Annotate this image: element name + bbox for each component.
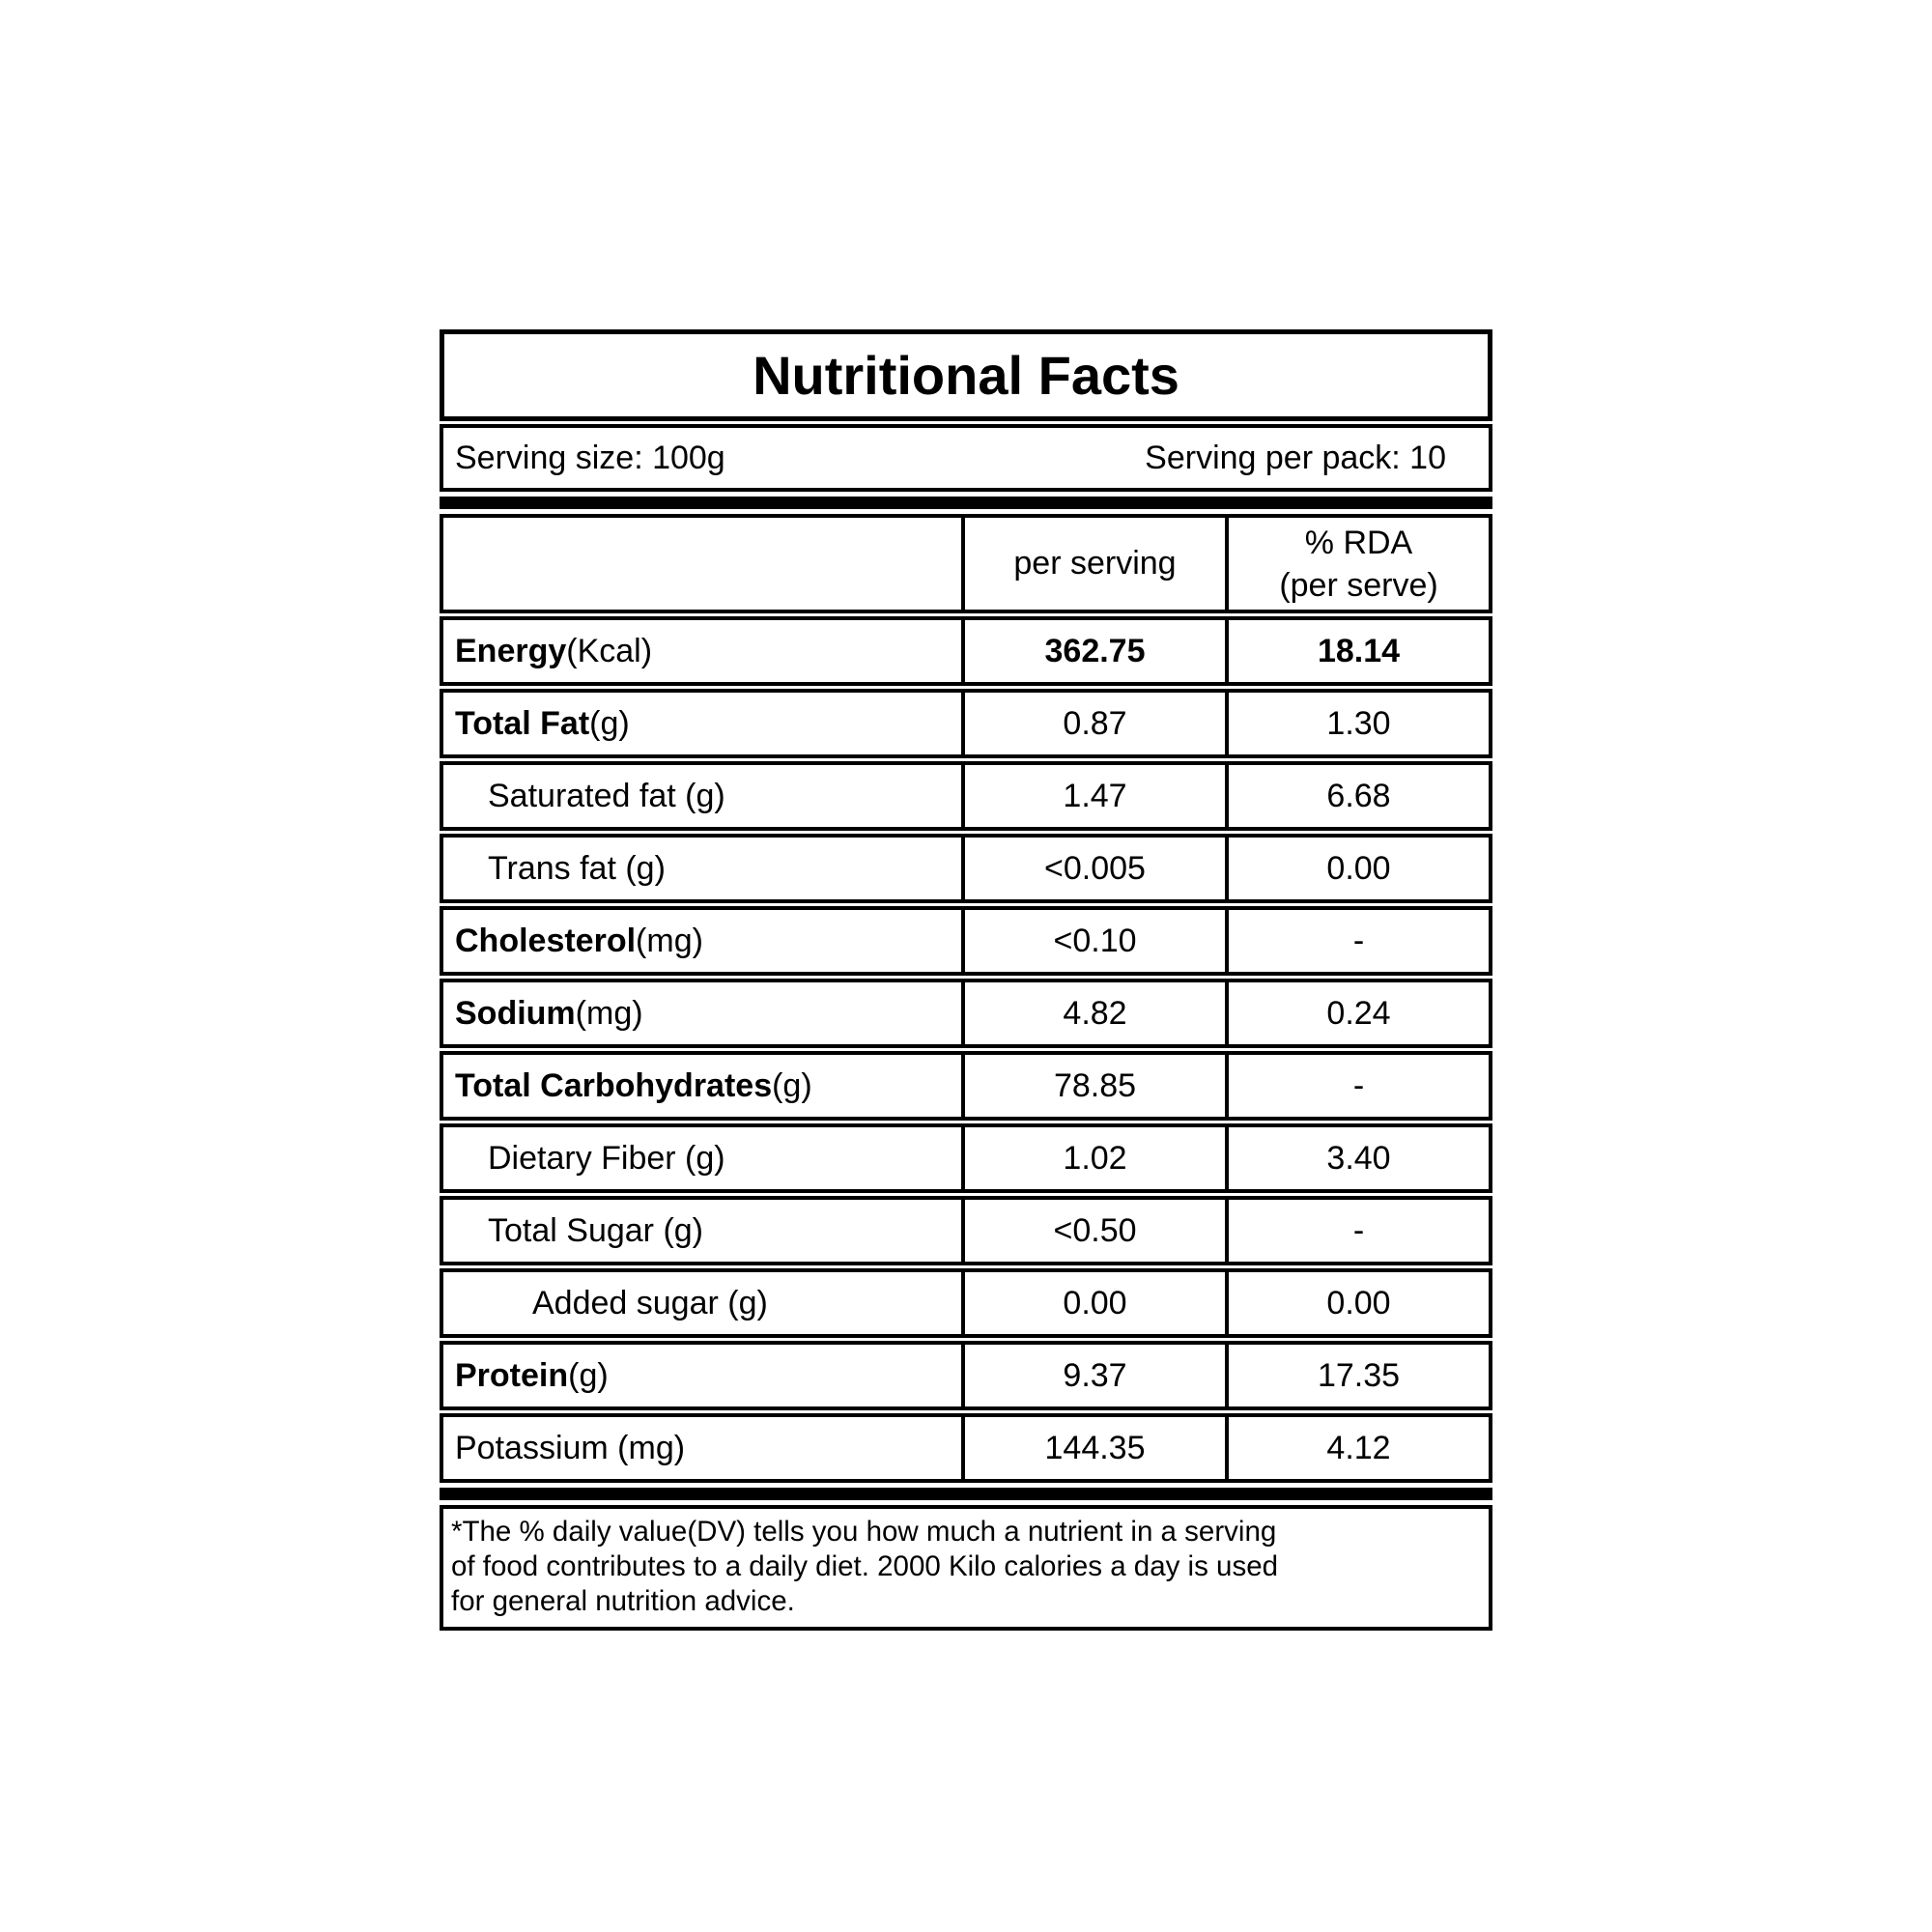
footnote-line-3: for general nutrition advice. — [451, 1585, 795, 1617]
serving-per-pack-text: Serving per pack: 10 — [1145, 439, 1446, 476]
nutrient-row: Potassium (mg) 144.35 4.12 — [440, 1413, 1492, 1483]
nutrient-name-cell: Energy (Kcal) — [440, 616, 965, 686]
per-serving-value: 1.47 — [961, 761, 1229, 831]
per-serving-value: 362.75 — [961, 616, 1229, 686]
per-serving-value: 144.35 — [961, 1413, 1229, 1483]
per-serving-value: <0.10 — [961, 906, 1229, 976]
nutrient-name-unit: Total Sugar (g) — [488, 1211, 703, 1249]
nutrient-row: Added sugar (g) 0.00 0.00 — [440, 1268, 1492, 1338]
rda-value: - — [1225, 1196, 1492, 1265]
nutrient-name-bold: Total Carbohydrates — [455, 1066, 773, 1104]
nutrient-name-cell: Trans fat (g) — [440, 834, 965, 903]
divider-bar-bottom — [440, 1488, 1492, 1500]
header-per-serving-cell: per serving — [961, 514, 1229, 613]
label-title: Nutritional Facts — [753, 345, 1179, 406]
nutrient-name-cell: Potassium (mg) — [440, 1413, 965, 1483]
table-header-row: per serving % RDA (per serve) — [440, 514, 1492, 613]
label-title-box: Nutritional Facts — [440, 329, 1492, 421]
nutrient-name-cell: Dietary Fiber (g) — [440, 1123, 965, 1193]
per-serving-value: <0.50 — [961, 1196, 1229, 1265]
rda-value: 18.14 — [1225, 616, 1492, 686]
rda-value: 0.24 — [1225, 979, 1492, 1048]
nutrient-name-cell: Total Fat (g) — [440, 689, 965, 758]
nutrition-facts-label: Nutritional Facts Serving size: 100g Ser… — [440, 329, 1492, 1631]
nutrient-name-unit: Potassium (mg) — [455, 1429, 686, 1466]
footnote-line-2: of food contributes to a daily diet. 200… — [451, 1550, 1279, 1582]
nutrient-name-cell: Sodium (mg) — [440, 979, 965, 1048]
nutrient-row: Sodium (mg) 4.82 0.24 — [440, 979, 1492, 1048]
serving-info-row: Serving size: 100g Serving per pack: 10 — [440, 424, 1492, 492]
per-serving-value: 1.02 — [961, 1123, 1229, 1193]
serving-size-text: Serving size: 100g — [455, 439, 725, 476]
nutrient-name-cell: Saturated fat (g) — [440, 761, 965, 831]
nutrient-row: Protein (g) 9.37 17.35 — [440, 1341, 1492, 1410]
nutrient-name-unit: (g) — [772, 1066, 812, 1104]
header-nutrient-cell — [440, 514, 965, 613]
nutrient-name-unit: Saturated fat (g) — [488, 777, 725, 814]
nutrient-name-cell: Protein (g) — [440, 1341, 965, 1410]
nutrient-name-cell: Total Sugar (g) — [440, 1196, 965, 1265]
rda-value: 4.12 — [1225, 1413, 1492, 1483]
per-serving-value: 4.82 — [961, 979, 1229, 1048]
per-serving-value: 0.00 — [961, 1268, 1229, 1338]
rda-value: 0.00 — [1225, 1268, 1492, 1338]
rda-value: 6.68 — [1225, 761, 1492, 831]
nutrient-name-bold: Cholesterol — [455, 922, 637, 959]
header-rda-cell: % RDA (per serve) — [1225, 514, 1492, 613]
nutrient-row: Saturated fat (g) 1.47 6.68 — [440, 761, 1492, 831]
rda-value: - — [1225, 1051, 1492, 1121]
divider-bar-top — [440, 497, 1492, 509]
nutrient-name-unit: (mg) — [575, 994, 643, 1032]
nutrient-name-unit: (g) — [568, 1356, 609, 1394]
nutrient-row: Total Carbohydrates (g) 78.85- — [440, 1051, 1492, 1121]
per-serving-value: 78.85 — [961, 1051, 1229, 1121]
per-serving-value: <0.005 — [961, 834, 1229, 903]
nutrient-name-unit: Dietary Fiber (g) — [488, 1139, 725, 1177]
nutrient-name-unit: (mg) — [636, 922, 703, 959]
nutrient-name-cell: Cholesterol (mg) — [440, 906, 965, 976]
nutrient-rows: Energy (Kcal) 362.75 18.14 Total Fat (g) 0.8… — [440, 616, 1492, 1483]
per-serving-value: 9.37 — [961, 1341, 1229, 1410]
header-rda-line2: (per serve) — [1279, 566, 1438, 604]
nutrient-row: Dietary Fiber (g) 1.02 3.40 — [440, 1123, 1492, 1193]
rda-value: 1.30 — [1225, 689, 1492, 758]
header-rda-line1: % RDA — [1304, 524, 1413, 561]
footnote-line-1: *The % daily value(DV) tells you how muc… — [451, 1516, 1277, 1548]
rda-value: - — [1225, 906, 1492, 976]
nutrient-name-bold: Protein — [455, 1356, 569, 1394]
nutrient-name-bold: Total Fat — [455, 704, 590, 742]
nutrient-row: Trans fat (g) <0.005 0.00 — [440, 834, 1492, 903]
nutrient-name-unit: Trans fat (g) — [488, 849, 666, 887]
nutrient-name-unit: (Kcal) — [566, 632, 653, 669]
nutrient-row: Energy (Kcal) 362.75 18.14 — [440, 616, 1492, 686]
nutrient-name-unit: Added sugar (g) — [532, 1284, 768, 1321]
nutrient-row: Total Fat (g) 0.87 1.30 — [440, 689, 1492, 758]
nutrient-name-bold: Energy — [455, 632, 567, 669]
rda-value: 3.40 — [1225, 1123, 1492, 1193]
nutrient-name-bold: Sodium — [455, 994, 576, 1032]
nutrient-name-cell: Added sugar (g) — [440, 1268, 965, 1338]
nutrient-name-unit: (g) — [589, 704, 630, 742]
nutrient-name-cell: Total Carbohydrates (g) — [440, 1051, 965, 1121]
nutrient-row: Total Sugar (g) <0.50- — [440, 1196, 1492, 1265]
rda-value: 0.00 — [1225, 834, 1492, 903]
footnote-box: *The % daily value(DV) tells you how muc… — [440, 1505, 1492, 1631]
nutrient-row: Cholesterol (mg) <0.10- — [440, 906, 1492, 976]
rda-value: 17.35 — [1225, 1341, 1492, 1410]
per-serving-value: 0.87 — [961, 689, 1229, 758]
